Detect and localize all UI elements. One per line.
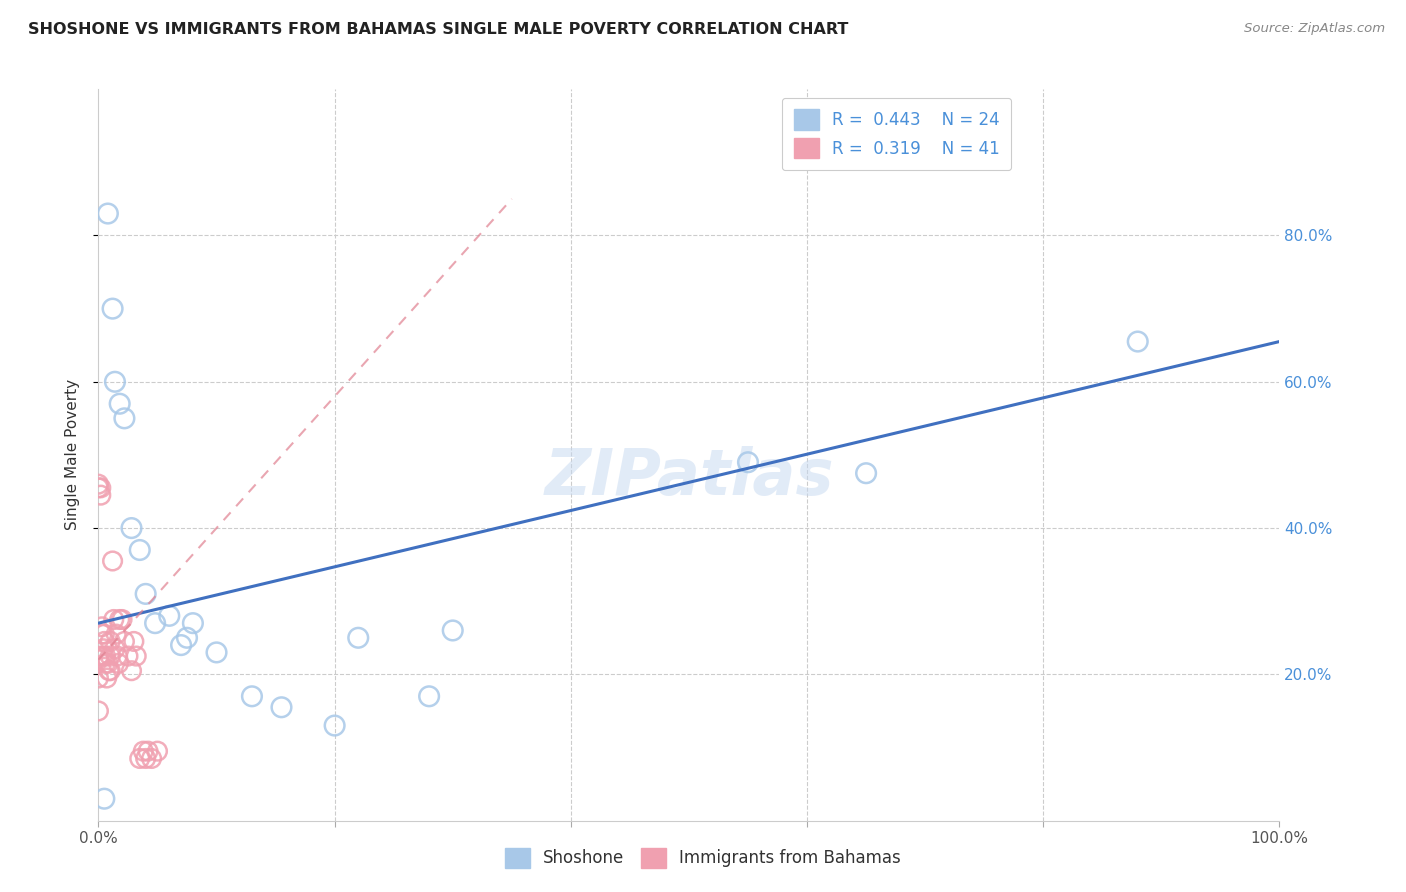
Point — [128, 751, 150, 765]
Point — [94, 657, 117, 671]
Point — [97, 206, 120, 220]
Point — [157, 608, 180, 623]
Point — [105, 649, 128, 664]
Point — [91, 641, 114, 656]
Point — [117, 649, 139, 664]
Text: Source: ZipAtlas.com: Source: ZipAtlas.com — [1244, 22, 1385, 36]
Point — [103, 613, 125, 627]
Point — [855, 466, 877, 480]
Y-axis label: Single Male Poverty: Single Male Poverty — [65, 379, 80, 531]
Point — [418, 690, 440, 704]
Point — [87, 704, 110, 718]
Point — [143, 616, 166, 631]
Point — [132, 744, 155, 758]
Point — [96, 671, 118, 685]
Point — [181, 616, 204, 631]
Point — [111, 613, 134, 627]
Point — [93, 791, 115, 805]
Point — [91, 627, 114, 641]
Point — [737, 455, 759, 469]
Point — [101, 301, 124, 316]
Point — [141, 751, 163, 765]
Point — [121, 521, 143, 535]
Point — [112, 411, 135, 425]
Point — [97, 657, 120, 671]
Point — [112, 634, 135, 648]
Point — [90, 481, 112, 495]
Point — [122, 634, 145, 648]
Point — [205, 645, 228, 659]
Point — [176, 631, 198, 645]
Point — [135, 587, 157, 601]
Point — [240, 690, 263, 704]
Text: SHOSHONE VS IMMIGRANTS FROM BAHAMAS SINGLE MALE POVERTY CORRELATION CHART: SHOSHONE VS IMMIGRANTS FROM BAHAMAS SING… — [28, 22, 848, 37]
Point — [87, 481, 110, 495]
Point — [98, 664, 121, 678]
Point — [98, 634, 121, 648]
Point — [87, 649, 110, 664]
Point — [98, 664, 121, 678]
Legend: R =  0.443    N = 24, R =  0.319    N = 41: R = 0.443 N = 24, R = 0.319 N = 41 — [782, 97, 1011, 169]
Point — [98, 649, 121, 664]
Point — [135, 751, 157, 765]
Point — [323, 718, 346, 732]
Point — [347, 631, 370, 645]
Point — [91, 620, 114, 634]
Point — [87, 653, 110, 667]
Point — [94, 649, 117, 664]
Point — [146, 744, 169, 758]
Point — [128, 543, 150, 558]
Point — [87, 671, 110, 685]
Point — [91, 649, 114, 664]
Point — [101, 554, 124, 568]
Text: ZIPatlas: ZIPatlas — [544, 446, 834, 508]
Point — [104, 641, 127, 656]
Legend: Shoshone, Immigrants from Bahamas: Shoshone, Immigrants from Bahamas — [498, 841, 908, 875]
Point — [93, 634, 115, 648]
Point — [87, 477, 110, 491]
Point — [121, 664, 143, 678]
Point — [90, 488, 112, 502]
Point — [107, 657, 129, 671]
Point — [105, 627, 128, 641]
Point — [270, 700, 292, 714]
Point — [108, 613, 131, 627]
Point — [108, 397, 131, 411]
Point — [104, 375, 127, 389]
Point — [93, 627, 115, 641]
Point — [125, 649, 148, 664]
Point — [441, 624, 464, 638]
Point — [170, 638, 193, 652]
Point — [1126, 334, 1149, 349]
Point — [136, 744, 159, 758]
